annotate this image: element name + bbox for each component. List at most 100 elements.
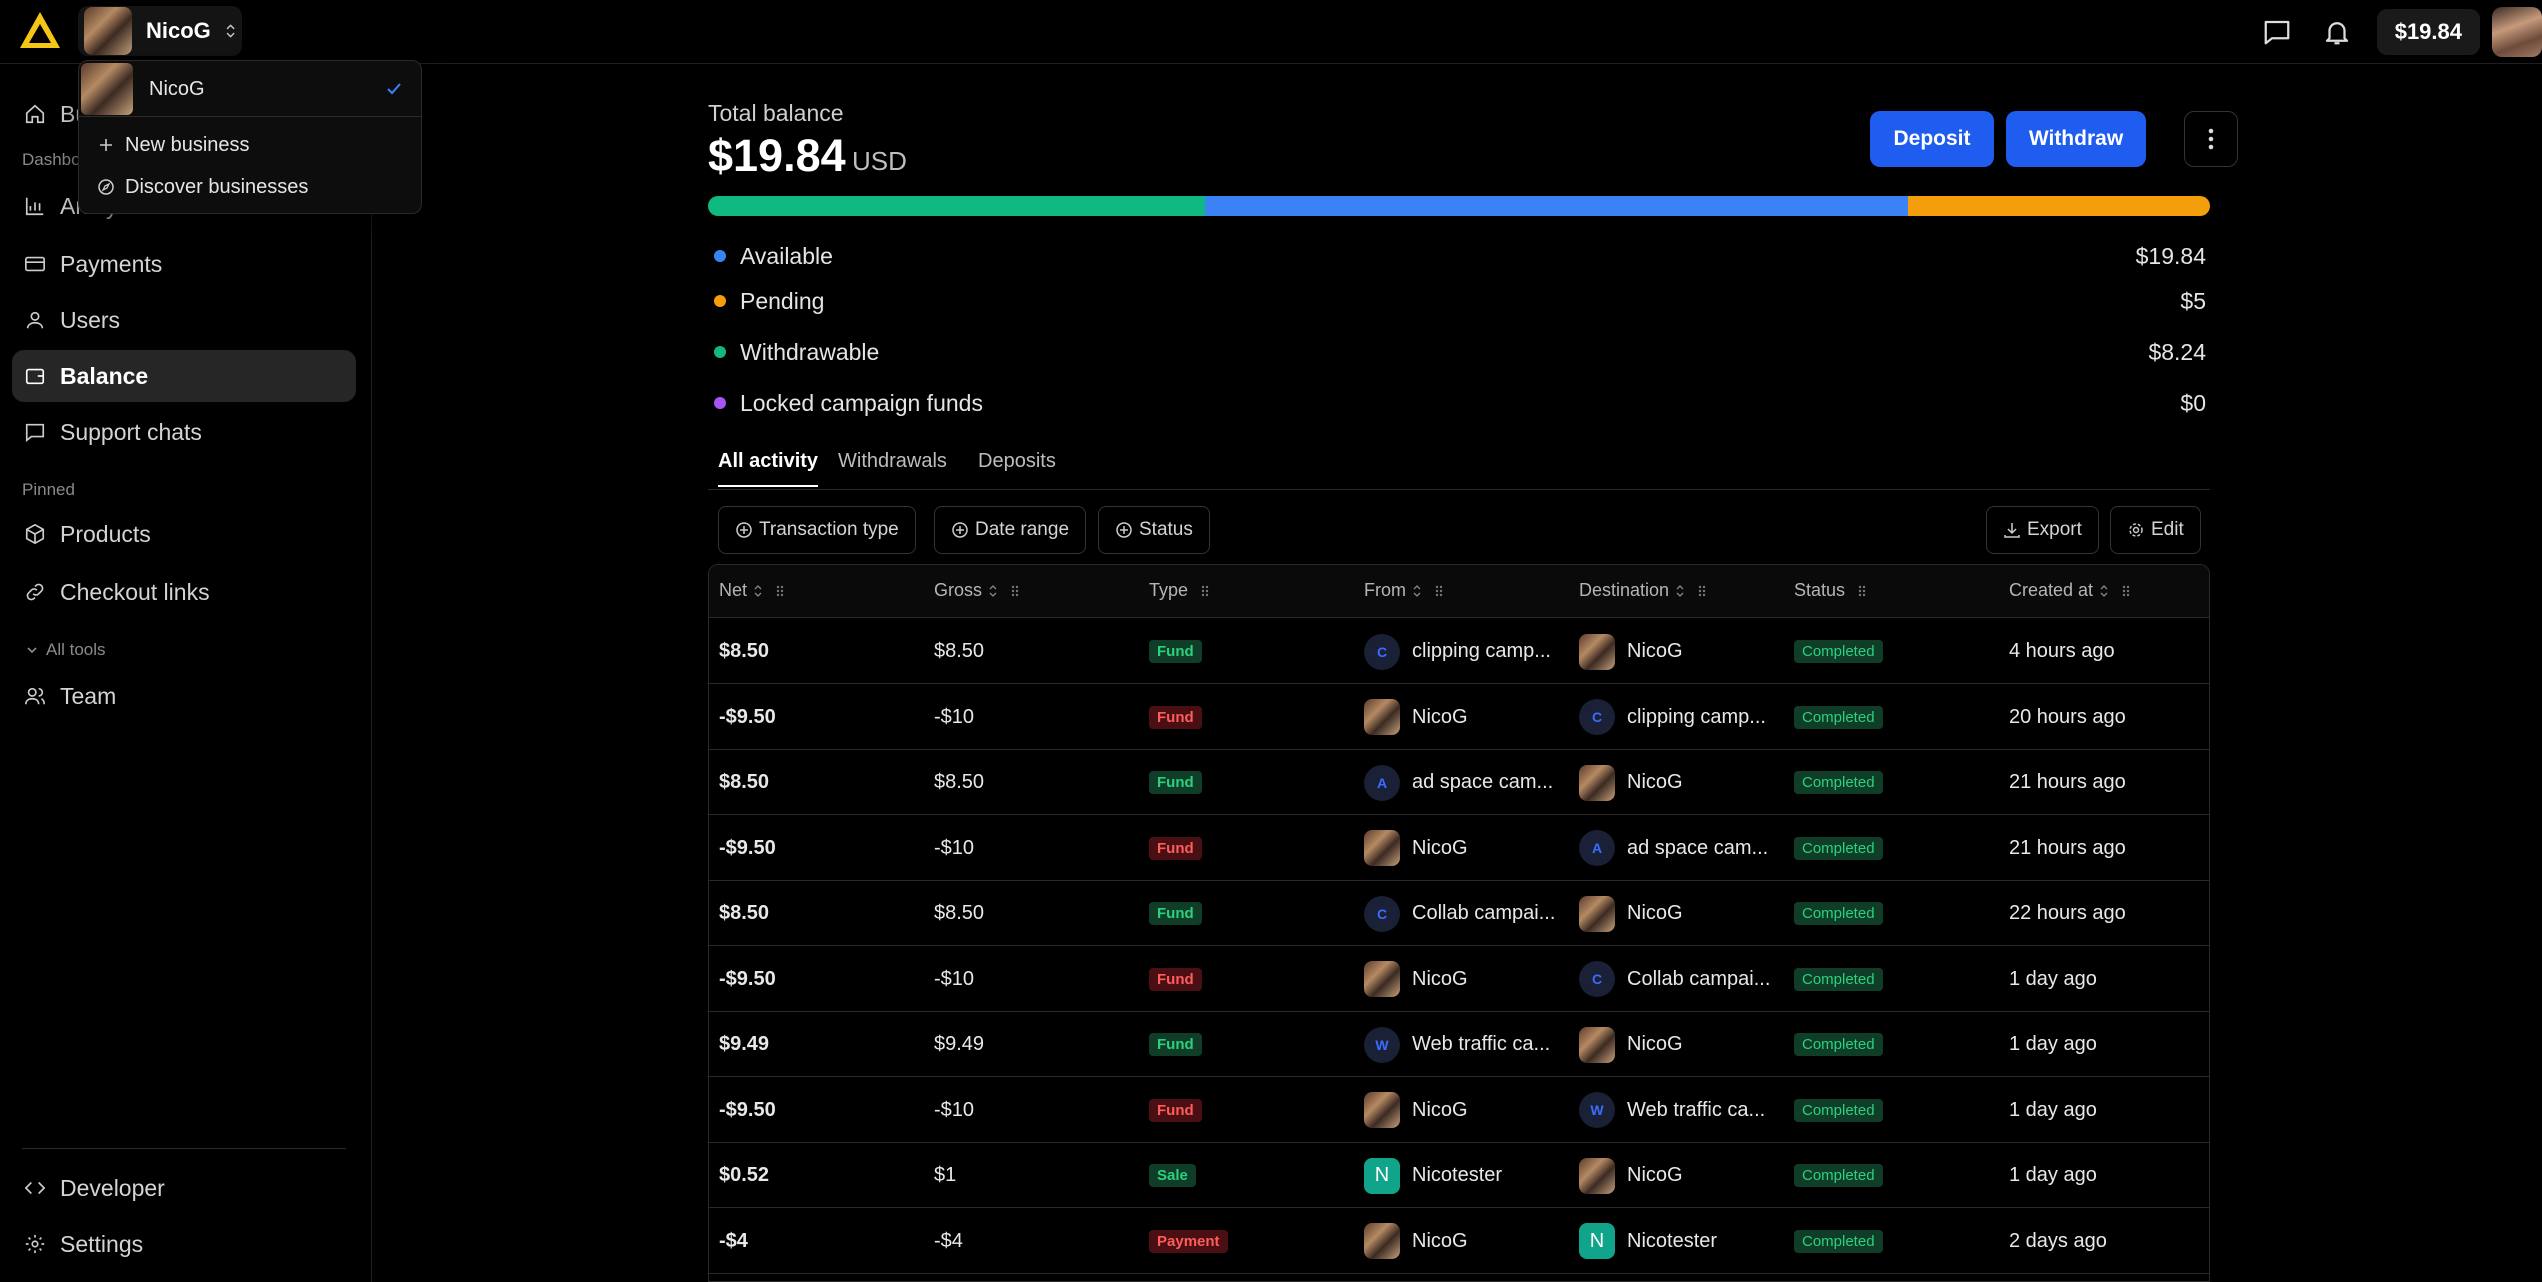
chevron-up-down-icon bbox=[226, 24, 235, 38]
withdraw-button[interactable]: Withdraw bbox=[2006, 111, 2146, 167]
cell-destination[interactable]: N Nicotester bbox=[1579, 1209, 1779, 1274]
dropdown-item-discover[interactable]: Discover businesses bbox=[79, 169, 421, 205]
sort-icon[interactable] bbox=[988, 584, 998, 598]
entity-avatar: N bbox=[1364, 1157, 1400, 1194]
drag-handle-icon[interactable] bbox=[1697, 584, 1707, 598]
cell-from[interactable]: C Collab campai... bbox=[1364, 881, 1564, 946]
sidebar-item-users[interactable]: Users bbox=[12, 294, 356, 346]
drag-handle-icon[interactable] bbox=[1200, 584, 1210, 598]
logo-icon[interactable] bbox=[18, 10, 62, 50]
dropdown-item-new-business[interactable]: New business bbox=[79, 127, 421, 163]
cell-from[interactable]: NicoG bbox=[1364, 816, 1564, 881]
cell-from[interactable]: NicoG bbox=[1364, 685, 1564, 750]
sort-icon[interactable] bbox=[1412, 584, 1422, 598]
table-row[interactable]: $8.50 $8.50 Fund C Collab campai... NicoG Comp… bbox=[709, 881, 2209, 946]
more-options-button[interactable] bbox=[2184, 111, 2238, 167]
column-header[interactable]: Gross bbox=[934, 580, 1020, 601]
business-switcher[interactable]: NicoG bbox=[78, 6, 242, 56]
entity-avatar: A bbox=[1364, 764, 1400, 801]
cell-destination[interactable]: NicoG bbox=[1579, 1012, 1779, 1077]
cell-destination[interactable]: NicoG bbox=[1579, 750, 1779, 815]
sidebar-item-products[interactable]: Products bbox=[12, 508, 356, 560]
dashboard-section-label: Dashbo bbox=[22, 150, 81, 169]
table-row[interactable]: $9.49 $9.49 Fund W Web traffic ca... NicoG Com… bbox=[709, 1012, 2209, 1077]
sort-icon[interactable] bbox=[2099, 584, 2109, 598]
sidebar-item-settings[interactable]: Settings bbox=[12, 1218, 356, 1270]
tab-all-activity[interactable]: All activity bbox=[718, 450, 819, 487]
column-header[interactable]: From bbox=[1364, 580, 1444, 601]
sidebar-item-team[interactable]: Team bbox=[12, 670, 356, 722]
status-badge: Completed bbox=[1794, 771, 1883, 794]
table-row[interactable]: $0.52 $1 Sale N Nicotester NicoG Completed 1 da… bbox=[709, 1143, 2209, 1208]
legend-label: Withdrawable bbox=[740, 338, 880, 365]
column-header[interactable]: Destination bbox=[1579, 580, 1707, 601]
bell-icon[interactable] bbox=[2315, 10, 2359, 54]
balance-pill[interactable]: $19.84 bbox=[2376, 9, 2480, 55]
export-button[interactable]: Export bbox=[1986, 506, 2099, 554]
sidebar-item-support-chats[interactable]: Support chats bbox=[12, 406, 356, 458]
drag-handle-icon[interactable] bbox=[1857, 584, 1867, 598]
legend-row: Pending $5 bbox=[708, 283, 2210, 319]
sort-icon[interactable] bbox=[1675, 584, 1685, 598]
user-avatar[interactable] bbox=[2492, 7, 2542, 57]
sidebar-item-developer[interactable]: Developer bbox=[12, 1162, 356, 1214]
home-icon bbox=[25, 104, 45, 124]
cell-destination[interactable]: C Collab campai... bbox=[1579, 947, 1779, 1012]
cell-created-at: 1 day ago bbox=[2009, 967, 2097, 990]
column-header[interactable]: Status bbox=[1794, 580, 1867, 601]
cell-from[interactable]: NicoG bbox=[1364, 1078, 1564, 1143]
deposit-button[interactable]: Deposit bbox=[1870, 111, 1994, 167]
status-badge: Completed bbox=[1794, 967, 1883, 991]
sidebar-item-payments[interactable]: Payments bbox=[12, 238, 356, 290]
all-tools-label: All tools bbox=[46, 640, 106, 659]
cell-destination[interactable]: NicoG bbox=[1579, 1143, 1779, 1208]
cell-from[interactable]: NicoG bbox=[1364, 947, 1564, 1012]
dropdown-item-label: NicoG bbox=[149, 77, 205, 100]
entity-avatar: W bbox=[1364, 1026, 1400, 1063]
cell-destination[interactable]: NicoG bbox=[1579, 619, 1779, 684]
plus-circle-icon bbox=[1116, 522, 1132, 538]
tab-deposits[interactable]: Deposits bbox=[978, 450, 1056, 472]
edit-button[interactable]: Edit bbox=[2110, 506, 2201, 554]
table-row[interactable]: -$9.50 -$10 Fund NicoG W Web traffic ca... Com… bbox=[709, 1078, 2209, 1143]
sidebar-item-balance[interactable]: Balance bbox=[12, 350, 356, 402]
drag-handle-icon[interactable] bbox=[1434, 584, 1444, 598]
column-header[interactable]: Net bbox=[719, 580, 785, 601]
tab-withdrawals[interactable]: Withdrawals bbox=[838, 450, 947, 472]
filter-date-range[interactable]: Date range bbox=[934, 506, 1087, 554]
drag-handle-icon[interactable] bbox=[775, 584, 785, 598]
entity-name: NicoG bbox=[1412, 1229, 1468, 1252]
filter-status[interactable]: Status bbox=[1098, 506, 1210, 554]
messages-icon[interactable] bbox=[2255, 10, 2299, 54]
cell-destination[interactable]: W Web traffic ca... bbox=[1579, 1078, 1779, 1143]
table-row[interactable]: -$4 -$4 Payment NicoG N Nicotester Completed 2 … bbox=[709, 1209, 2209, 1274]
type-badge: Fund bbox=[1149, 1033, 1202, 1056]
all-tools-toggle[interactable]: All tools bbox=[26, 640, 106, 660]
drag-handle-icon[interactable] bbox=[1010, 584, 1020, 598]
filter-transaction-type[interactable]: Transaction type bbox=[718, 506, 916, 554]
cell-from[interactable]: W Web traffic ca... bbox=[1364, 1012, 1564, 1077]
cell-from[interactable]: N Nicotester bbox=[1364, 1143, 1564, 1208]
column-header[interactable]: Type bbox=[1149, 580, 1210, 601]
sidebar-item-checkout-links[interactable]: Checkout links bbox=[12, 566, 356, 618]
column-header[interactable]: Created at bbox=[2009, 580, 2131, 601]
cell-from[interactable]: NicoG bbox=[1364, 1209, 1564, 1274]
drag-handle-icon[interactable] bbox=[2121, 584, 2131, 598]
table-row[interactable]: -$9.50 -$10 Fund NicoG C Collab campai... Comp… bbox=[709, 947, 2209, 1012]
gear-icon bbox=[25, 1234, 45, 1254]
sidebar-item-label: Products bbox=[60, 520, 151, 547]
card-icon bbox=[25, 256, 45, 272]
bar-segment-withdrawable bbox=[708, 196, 1206, 216]
sort-icon[interactable] bbox=[753, 584, 763, 598]
dropdown-item-current-business[interactable]: NicoG bbox=[79, 63, 421, 115]
bar-segment-pending bbox=[1908, 196, 2210, 216]
cell-destination[interactable]: NicoG bbox=[1579, 881, 1779, 946]
